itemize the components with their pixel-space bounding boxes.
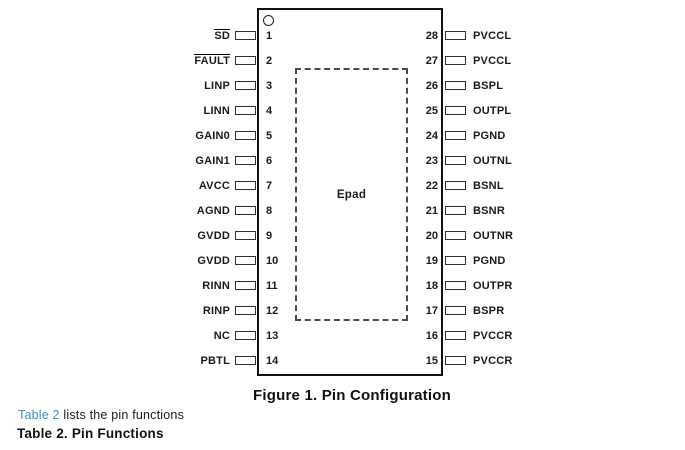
pin-label-outnl-23: OUTNL	[473, 155, 512, 167]
figure-caption: Figure 1. Pin Configuration	[253, 387, 451, 404]
pin-label-gvdd-9: GVDD	[197, 230, 230, 242]
pin-number-9: 9	[266, 230, 273, 242]
pin-label-outpl-25: OUTPL	[473, 105, 512, 117]
pin-stub-4	[235, 106, 256, 115]
pin-stub-17	[445, 306, 466, 315]
pin-number-14: 14	[266, 355, 279, 367]
pin-stub-16	[445, 331, 466, 340]
pin-number-15: 15	[425, 355, 438, 367]
pin-stub-14	[235, 356, 256, 365]
pin-number-10: 10	[266, 255, 279, 267]
pin-number-26: 26	[425, 80, 438, 92]
pin-stub-23	[445, 156, 466, 165]
pin-stub-18	[445, 281, 466, 290]
pin-label-outnr-20: OUTNR	[473, 230, 514, 242]
pin-stub-27	[445, 56, 466, 65]
pin-label-pvccr-16: PVCCR	[473, 330, 513, 342]
pin-number-11: 11	[266, 280, 278, 292]
table-caption: Table 2. Pin Functions	[17, 426, 164, 441]
pin-stub-25	[445, 106, 466, 115]
pin-number-8: 8	[266, 205, 273, 217]
footer-sentence: Table 2 lists the pin functions	[18, 408, 184, 422]
pin-stub-13	[235, 331, 256, 340]
pin-label-pbtl-14: PBTL	[200, 355, 230, 367]
pin-number-25: 25	[425, 105, 438, 117]
pin-number-24: 24	[425, 130, 438, 142]
pin-label-fault-2: FAULT	[194, 54, 230, 67]
pin-label-gain0-5: GAIN0	[195, 130, 230, 142]
pin-stub-21	[445, 206, 466, 215]
pin-label-gvdd-10: GVDD	[197, 255, 230, 267]
pin-stub-20	[445, 231, 466, 240]
pin-stub-3	[235, 81, 256, 90]
pin-number-28: 28	[425, 30, 438, 42]
pin-label-rinp-12: RINP	[202, 305, 230, 317]
pin-label-bspr-17: BSPR	[473, 305, 505, 317]
pin-label-bsnr-21: BSNR	[473, 205, 505, 217]
epad-region: Epad	[295, 68, 408, 321]
pin-number-19: 19	[425, 255, 438, 267]
pin-number-27: 27	[425, 55, 438, 67]
pin-number-6: 6	[266, 155, 273, 167]
pin-stub-22	[445, 181, 466, 190]
pin-label-outpr-18: OUTPR	[473, 280, 513, 292]
epad-label: Epad	[336, 188, 367, 201]
pin-stub-12	[235, 306, 256, 315]
pin-number-1: 1	[266, 30, 273, 42]
pin-label-bspl-26: BSPL	[473, 80, 504, 92]
footer-sentence-rest: lists the pin functions	[59, 408, 185, 422]
pin-label-linn-4: LINN	[203, 105, 230, 117]
pin-number-7: 7	[266, 180, 273, 192]
footer-table2-link[interactable]: Table 2	[18, 408, 60, 422]
pin-stub-15	[445, 356, 466, 365]
pin-label-linp-3: LINP	[204, 80, 230, 92]
pin-label-pvccr-15: PVCCR	[473, 355, 513, 367]
pin-stub-11	[235, 281, 256, 290]
pin-stub-28	[445, 31, 466, 40]
pin-label-gain1-6: GAIN1	[195, 155, 230, 167]
pin-number-23: 23	[425, 155, 438, 167]
pin-number-20: 20	[425, 230, 438, 242]
pin1-indicator-dot	[263, 15, 274, 26]
pin-stub-26	[445, 81, 466, 90]
pin-number-18: 18	[425, 280, 438, 292]
pin-label-agnd-8: AGND	[196, 205, 230, 217]
pin-number-17: 17	[425, 305, 438, 317]
pin-stub-1	[235, 31, 256, 40]
pin-label-sd-1: SD	[214, 29, 230, 42]
pin-number-22: 22	[425, 180, 438, 192]
pin-label-pvccl-28: PVCCL	[473, 30, 512, 42]
pin-number-4: 4	[266, 105, 273, 117]
pin-stub-7	[235, 181, 256, 190]
pin-number-16: 16	[425, 330, 438, 342]
pin-stub-2	[235, 56, 256, 65]
pin-number-2: 2	[266, 55, 273, 67]
pin-label-pgnd-19: PGND	[473, 255, 506, 267]
pin-number-3: 3	[266, 80, 273, 92]
pin-number-5: 5	[266, 130, 273, 142]
pin-label-pvccl-27: PVCCL	[473, 55, 512, 67]
pin-label-pgnd-24: PGND	[473, 130, 506, 142]
pin-number-13: 13	[266, 330, 279, 342]
pin-label-nc-13: NC	[213, 330, 230, 342]
pin-label-avcc-7: AVCC	[198, 180, 230, 192]
pin-number-12: 12	[266, 305, 279, 317]
pin-stub-5	[235, 131, 256, 140]
pin-number-21: 21	[425, 205, 438, 217]
pin-stub-9	[235, 231, 256, 240]
pin-label-bsnl-22: BSNL	[473, 180, 504, 192]
pin-stub-10	[235, 256, 256, 265]
pin-stub-24	[445, 131, 466, 140]
pin-stub-6	[235, 156, 256, 165]
pin-stub-8	[235, 206, 256, 215]
pin-label-rinn-11: RINN	[202, 280, 230, 292]
pin-stub-19	[445, 256, 466, 265]
